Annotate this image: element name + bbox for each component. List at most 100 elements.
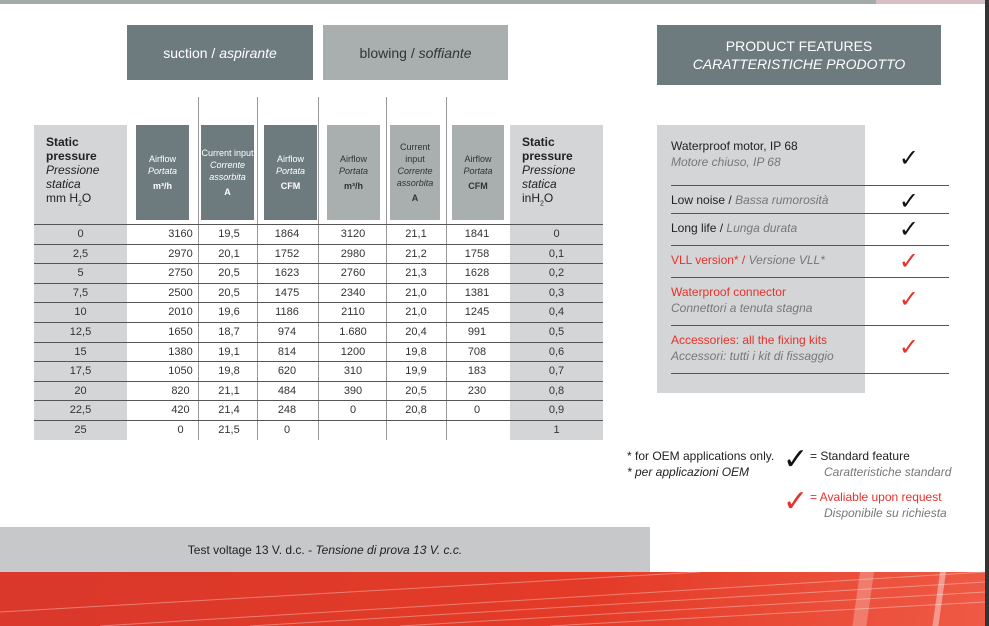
features-title-it: CARATTERISTICHE PRODOTTO: [692, 56, 906, 72]
table-row: 15 1380 19,1 814 1200 19,8 708 0,6: [34, 341, 603, 362]
table-cell: 2,5: [72, 247, 89, 260]
table-cell: 5: [77, 267, 84, 280]
legend-standard: = Standard feature Caratteristiche standa…: [810, 448, 951, 480]
table-cell: 0,3: [548, 286, 565, 299]
table-cell: 1186: [275, 306, 299, 319]
feature-it: Accessori: tutti i kit di fissaggio: [671, 349, 834, 363]
footnote-it: * per applicazioni OEM: [627, 465, 750, 479]
feature-en: Low noise: [671, 193, 726, 207]
table-row: 20 820 21,1 484 390 20,5 230 0,8: [34, 380, 603, 401]
table-cell: 21,0: [405, 306, 427, 319]
decorative-red-band: [0, 572, 985, 626]
table-cell: 20,8: [405, 404, 427, 417]
table-cell: 1650: [168, 326, 193, 338]
feature-it: Connettori a tenuta stagna: [671, 301, 813, 315]
table-cell: 3160: [168, 228, 193, 240]
top-border: [0, 0, 876, 4]
table-cell: 708: [467, 345, 487, 358]
table-cell: 21,1: [405, 228, 427, 240]
footnote-en: * for OEM applications only.: [627, 449, 775, 463]
table-cell: 0,2: [548, 267, 565, 280]
table-cell: 2340: [340, 286, 366, 299]
table-cell: 1050: [168, 365, 193, 378]
check-mark-icon: ✓: [898, 188, 919, 215]
feature-item: VLL version* / Versione VLL* ✓: [671, 246, 949, 278]
legend-request: = Avaliable upon request Disponibile su r…: [810, 489, 947, 521]
check-mark-red-icon: ✓: [898, 248, 919, 275]
table-cell: 0,6: [548, 345, 565, 358]
table-cell: 0,7: [548, 365, 565, 378]
table-cell: 1: [553, 424, 560, 436]
table-cell: 18,7: [218, 326, 240, 338]
table-cell: 15: [74, 345, 87, 358]
table-cell: 230: [467, 384, 487, 397]
feature-item: Low noise / Bassa rumorosità ✓: [671, 186, 949, 214]
table-cell: 0: [177, 424, 184, 436]
table-cell: 620: [277, 365, 297, 378]
table-cell: 25: [74, 424, 87, 436]
test-voltage-en: Test voltage 13 V. d.c. -: [187, 542, 313, 557]
table-cell: 1380: [168, 345, 193, 358]
table-cell: 0,5: [548, 326, 565, 338]
legend-standard-en: = Standard feature: [810, 449, 910, 463]
table-cell: 20,5: [405, 384, 427, 397]
table-cell: 21,3: [405, 267, 427, 280]
table-row: 7,5 2500 20,5 1475 2340 21,0 1381 0,3: [34, 282, 603, 303]
table-cell: 0: [283, 424, 291, 436]
table-cell: 0,9: [548, 404, 565, 417]
feature-it: Versione VLL*: [748, 253, 825, 267]
table-cell: 21,2: [405, 247, 427, 260]
column-divider: [446, 97, 447, 440]
table-cell: 19,9: [405, 365, 427, 378]
column-header: Airflow Portata CFM: [452, 125, 504, 220]
table-cell: 974: [277, 326, 297, 338]
blowing-label: blowing: [359, 44, 407, 61]
suction-label-it: aspirante: [219, 44, 277, 61]
table-cell: 2760: [340, 267, 366, 280]
feature-en: VLL version*: [671, 253, 739, 267]
table-cell: 0: [77, 228, 84, 240]
legend-request-en: = Avaliable upon request: [810, 490, 942, 504]
table-cell: 21,5: [218, 424, 240, 436]
legend-request-it: Disponibile su richiesta: [824, 506, 947, 520]
top-border-accent: [876, 0, 986, 4]
feature-it: Lunga durata: [726, 221, 798, 235]
window-edge: [985, 0, 989, 626]
table-cell: 20: [74, 384, 87, 397]
feature-item: Accessories: all the fixing kits Accessor…: [671, 326, 949, 374]
column-header: Airflow Portata CFM: [264, 125, 317, 220]
test-voltage-it: Tensione di prova 13 V. c.c.: [315, 542, 463, 557]
table-cell: 1245: [464, 306, 490, 319]
table-cell: 420: [171, 404, 190, 417]
table-cell: 20,5: [218, 267, 240, 280]
legend-standard-it: Caratteristiche standard: [824, 465, 952, 479]
check-mark-icon: ✓: [898, 216, 919, 243]
table-cell: 2500: [168, 286, 193, 299]
table-cell: 1752: [274, 247, 300, 260]
table-cell: 3120: [340, 228, 366, 240]
table-cell: 248: [277, 404, 297, 417]
tab-blowing: blowing / soffiante: [323, 25, 508, 80]
table-cell: 7,5: [72, 286, 89, 299]
table-cell: 814: [277, 345, 297, 358]
table-cell: 20,4: [405, 326, 427, 338]
table-cell: 2750: [168, 267, 193, 280]
table-cell: 1475: [274, 286, 300, 299]
table-cell: 1200: [340, 345, 366, 358]
table-cell: 20,5: [218, 286, 240, 299]
static-pressure-mm-header: Static pressure Pressione statica mm H2O: [46, 135, 100, 208]
feature-en: Long life: [671, 221, 717, 235]
static-pressure-in-column: Static pressure Pressione statica inH2O: [510, 125, 603, 440]
table-cell: 10: [74, 306, 87, 319]
table-row: 0 3160 19,5 1864 3120 21,1 1841 0: [34, 224, 603, 244]
table-row: 22,5 420 21,4 248 0 20,8 0 0,9: [34, 400, 603, 420]
table-cell: 19,8: [218, 365, 240, 378]
feature-en: Waterproof motor, IP 68: [671, 139, 798, 153]
table-row: 5 2750 20,5 1623 2760 21,3 1628 0,2: [34, 263, 603, 283]
table-cell: 0: [553, 228, 560, 240]
table-cell: 183: [467, 365, 487, 378]
suction-label: suction: [163, 44, 208, 61]
table-row: 10 2010 19,6 1186 2110 21,0 1245 0,4: [34, 302, 603, 322]
test-voltage-bar: Test voltage 13 V. d.c. - Tensione di pr…: [0, 527, 650, 572]
table-cell: 820: [171, 384, 190, 397]
